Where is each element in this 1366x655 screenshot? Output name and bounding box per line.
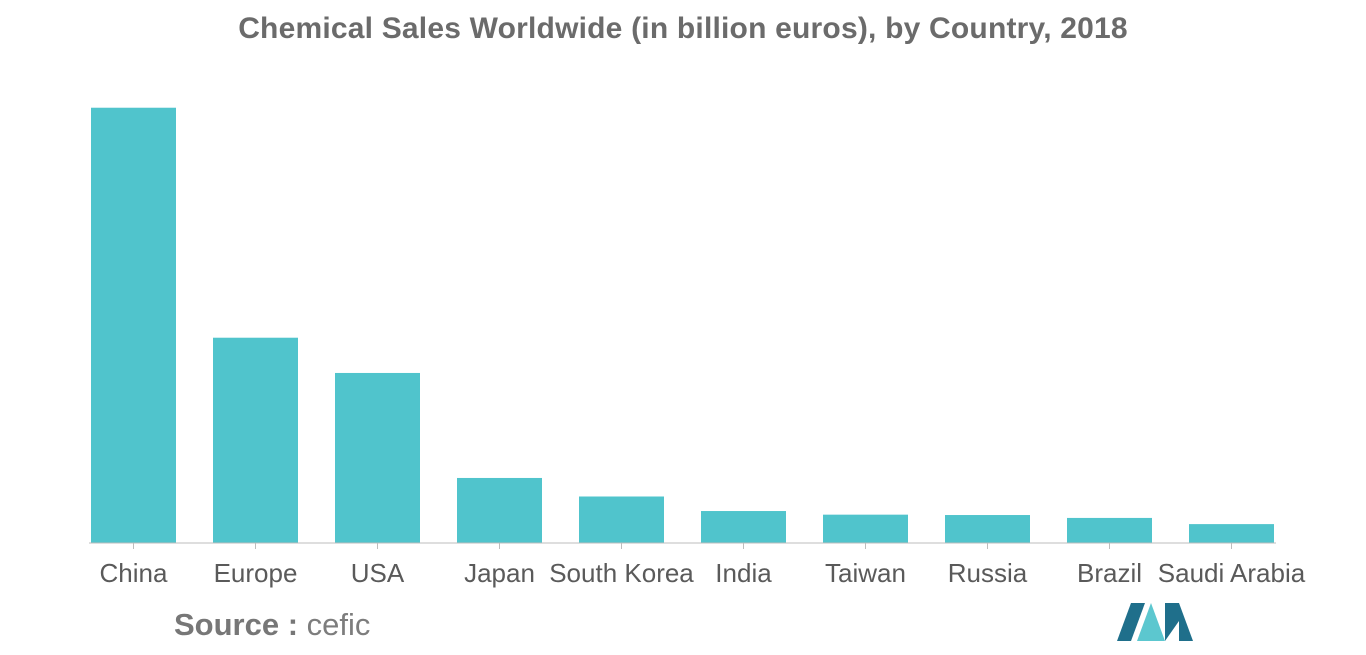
- x-tick-label: Europe: [214, 558, 298, 588]
- bar-europe: [213, 337, 298, 543]
- logo-right-shape: [1165, 603, 1193, 641]
- bar-china: [91, 107, 176, 543]
- bar-saudi-arabia: [1189, 524, 1274, 543]
- bar-japan: [457, 477, 542, 543]
- bars-group: [91, 107, 1274, 543]
- x-tick-label: Taiwan: [825, 558, 906, 588]
- chart-title: Chemical Sales Worldwide (in billion eur…: [238, 12, 1128, 45]
- bar-taiwan: [823, 514, 908, 543]
- x-tick-label: Brazil: [1077, 558, 1142, 588]
- bar-south-korea: [579, 496, 664, 543]
- source-note: Source : cefic: [174, 607, 370, 643]
- tick-labels-group: China Europe USA Japan South Korea India Taiwa…: [100, 558, 1306, 588]
- x-tick-label: India: [715, 558, 772, 588]
- bar-brazil: [1067, 517, 1152, 543]
- bar-india: [701, 511, 786, 543]
- x-tick-label: China: [100, 558, 168, 588]
- x-tick-label: Russia: [948, 558, 1028, 588]
- bar-russia: [945, 515, 1030, 543]
- chart-area: China Europe USA Japan South Korea India Taiwa…: [89, 107, 1306, 588]
- x-tick-label: USA: [351, 558, 405, 588]
- source-label: Source :: [174, 607, 299, 642]
- x-tick-label: Saudi Arabia: [1158, 558, 1306, 588]
- mordor-intelligence-logo-icon: [1117, 603, 1193, 641]
- x-tick-label: South Korea: [549, 558, 694, 588]
- bar-usa: [335, 372, 420, 543]
- logo-mid-shape: [1137, 603, 1165, 641]
- source-value: cefic: [306, 607, 371, 642]
- logo-left-shape: [1117, 603, 1145, 641]
- x-tick-label: Japan: [464, 558, 535, 588]
- ticks-group: [133, 543, 1232, 549]
